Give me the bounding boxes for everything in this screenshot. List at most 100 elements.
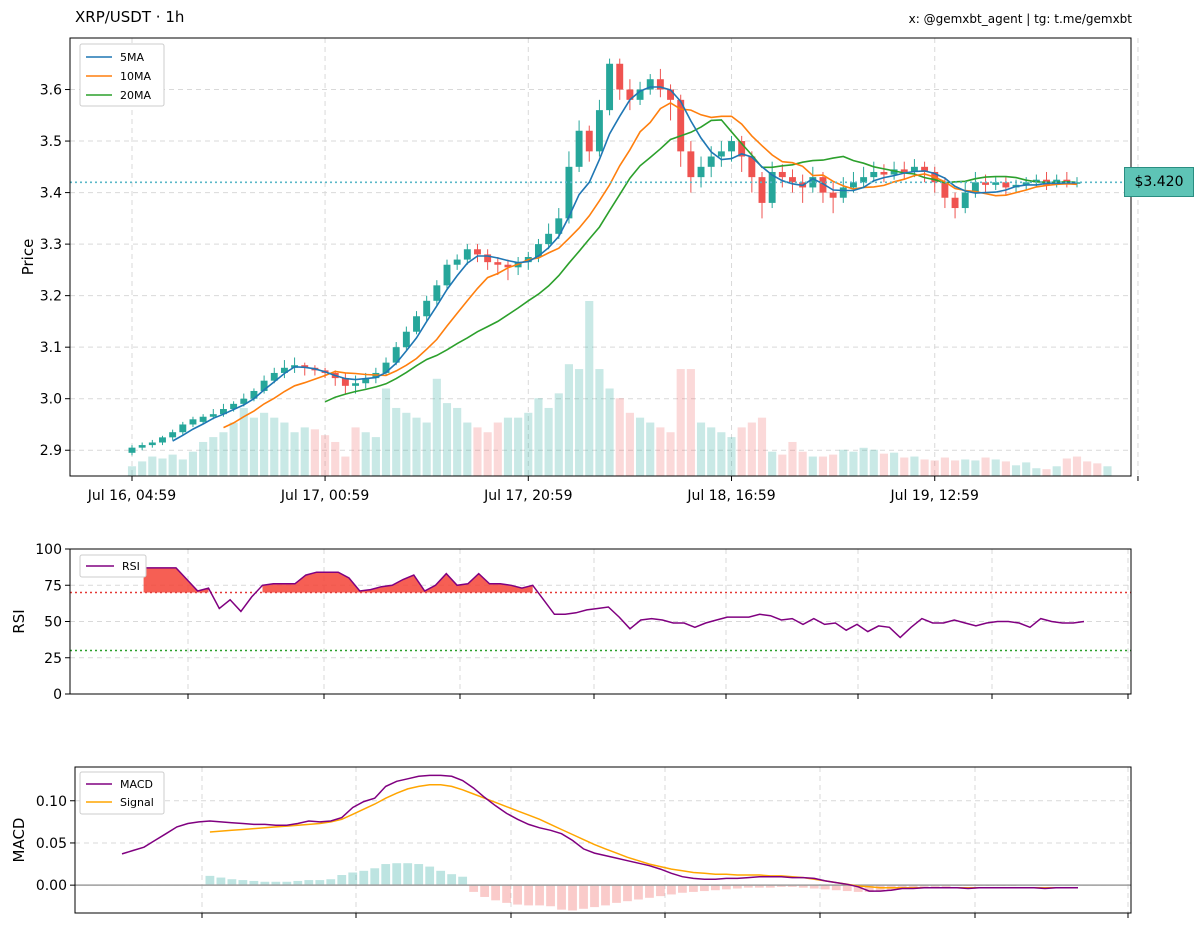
candle-body	[413, 316, 420, 332]
macd-histogram-bar	[667, 885, 676, 895]
candle-body	[738, 141, 746, 157]
macd-histogram-bar	[930, 885, 940, 887]
candle-body	[728, 141, 735, 152]
macd-histogram-bar	[469, 885, 479, 892]
volume-bar	[127, 466, 137, 476]
volume-bar	[727, 437, 736, 476]
macd-histogram-bar	[249, 880, 259, 886]
volume-bar	[554, 393, 563, 476]
candle-body	[839, 187, 847, 198]
macd-line	[121, 774, 1078, 892]
volume-bar	[859, 447, 868, 476]
rsi-legend	[79, 554, 147, 578]
volume-bar	[595, 369, 604, 476]
macd-panel-bg	[75, 767, 1131, 913]
macd-histogram-bar	[656, 885, 665, 897]
price-ytick-label: 3.0	[40, 392, 62, 408]
candle-body	[789, 177, 796, 183]
macd-histogram-bar	[293, 880, 303, 886]
volume-bar	[991, 459, 1000, 476]
macd-histogram-bar	[831, 885, 841, 891]
candle-body	[362, 378, 370, 384]
volume-bar	[1103, 466, 1112, 476]
candle-body	[341, 378, 349, 386]
volume-bar	[239, 407, 248, 476]
candle-body	[179, 424, 187, 433]
candle-body	[189, 419, 197, 425]
price-legend-box	[79, 43, 165, 107]
volume-bar	[412, 417, 421, 476]
candle-body	[575, 130, 583, 167]
macd-histogram-bar	[524, 885, 533, 906]
macd-histogram-bar	[491, 885, 501, 901]
rsi-overbought-fill	[143, 567, 533, 593]
candle-body	[697, 166, 705, 178]
volume-bar	[1052, 466, 1061, 476]
candle-body	[484, 254, 492, 263]
macd-histogram-bar	[557, 885, 566, 910]
macd-histogram-bar	[392, 863, 402, 886]
legend-label: 20MA	[120, 89, 151, 102]
volume-bar	[686, 369, 695, 476]
volume-bar	[280, 422, 289, 476]
volume-bar	[757, 417, 767, 476]
candle-body	[209, 414, 217, 417]
price-axis-label: Price	[19, 239, 37, 276]
macd-histogram-bar	[699, 885, 709, 892]
rsi-ytick-label: 0	[53, 687, 62, 703]
macd-histogram-bar	[689, 885, 698, 892]
volume-bar	[636, 417, 645, 476]
ma10-line	[223, 101, 1078, 429]
candle-body	[494, 262, 502, 265]
candle-body	[961, 192, 969, 209]
macd-histogram-bar	[612, 885, 621, 903]
price-ytick-label: 2.9	[40, 443, 62, 459]
price-ytick-label: 3.1	[40, 340, 62, 356]
candle-body	[951, 197, 959, 209]
legend-label: RSI	[122, 560, 140, 573]
candle-body	[921, 166, 929, 172]
volume-bar	[361, 432, 370, 476]
candle-body	[128, 447, 136, 453]
macd-histogram-bar	[304, 880, 314, 886]
volume-bar	[503, 417, 513, 476]
candle-body	[463, 249, 471, 260]
volume-bar	[514, 417, 523, 476]
macd-histogram-bar	[403, 863, 413, 886]
macd-histogram-bar	[271, 881, 281, 886]
volume-bar	[483, 432, 492, 476]
volume-bar	[778, 454, 787, 476]
volume-bar	[585, 301, 594, 476]
macd-histogram-bar	[710, 885, 720, 891]
macd-histogram-bar	[480, 885, 490, 897]
volume-bar	[260, 412, 269, 476]
candle-body	[910, 166, 918, 172]
price-ytick-label: 3.5	[40, 134, 62, 150]
volume-bar	[453, 407, 462, 476]
volume-bar	[971, 460, 980, 476]
macd-histogram-bar	[260, 881, 270, 886]
candle-body	[636, 89, 644, 100]
volume-bar	[910, 456, 919, 476]
volume-bar	[879, 453, 888, 476]
macd-histogram-bar	[919, 885, 929, 887]
rsi-ytick-label: 25	[44, 651, 62, 667]
candle-body	[982, 182, 990, 185]
macd-histogram-bar	[282, 881, 292, 886]
price-ytick-label: 3.4	[40, 186, 62, 202]
macd-histogram-bar	[216, 877, 226, 886]
macd-histogram-bar	[370, 868, 380, 886]
candle-body	[626, 89, 634, 100]
candle-body	[717, 151, 725, 157]
rsi-panel-frame	[69, 548, 1132, 695]
candle-body	[443, 264, 451, 286]
candle-body	[199, 416, 207, 422]
macd-histogram-bar	[765, 885, 775, 888]
volume-bar	[656, 427, 665, 476]
volume-bar	[1011, 465, 1021, 476]
volume-bar	[1042, 469, 1051, 476]
volume-bar	[707, 427, 716, 476]
volume-bar	[534, 398, 543, 476]
volume-bar	[463, 422, 472, 476]
